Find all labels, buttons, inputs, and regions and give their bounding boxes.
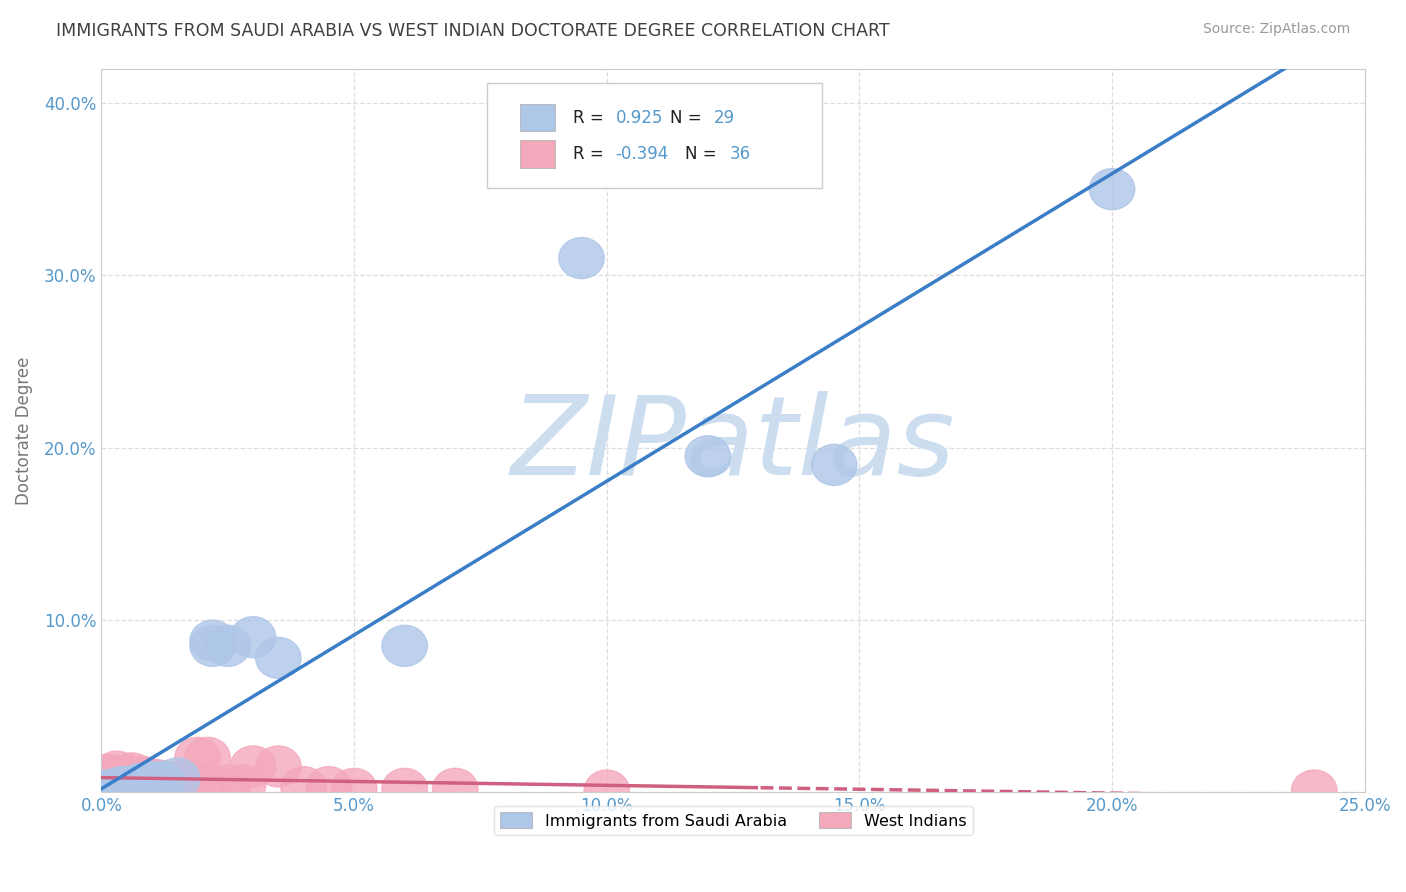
Ellipse shape — [124, 764, 170, 806]
Ellipse shape — [184, 738, 231, 779]
Ellipse shape — [1292, 770, 1337, 811]
Ellipse shape — [129, 762, 174, 803]
Text: -0.394: -0.394 — [616, 145, 669, 163]
Text: Source: ZipAtlas.com: Source: ZipAtlas.com — [1202, 22, 1350, 37]
Ellipse shape — [98, 766, 145, 807]
FancyBboxPatch shape — [520, 140, 555, 168]
Ellipse shape — [170, 764, 215, 805]
Ellipse shape — [135, 760, 180, 801]
Ellipse shape — [110, 760, 155, 801]
Legend: Immigrants from Saudi Arabia, West Indians: Immigrants from Saudi Arabia, West India… — [494, 805, 973, 835]
Ellipse shape — [160, 764, 205, 805]
Ellipse shape — [190, 620, 235, 661]
Ellipse shape — [190, 625, 235, 666]
Ellipse shape — [104, 755, 149, 796]
Ellipse shape — [149, 762, 195, 803]
Ellipse shape — [124, 758, 170, 799]
Ellipse shape — [139, 762, 184, 803]
Ellipse shape — [104, 768, 149, 809]
Text: IMMIGRANTS FROM SAUDI ARABIA VS WEST INDIAN DOCTORATE DEGREE CORRELATION CHART: IMMIGRANTS FROM SAUDI ARABIA VS WEST IND… — [56, 22, 890, 40]
Ellipse shape — [382, 625, 427, 666]
Ellipse shape — [98, 758, 145, 799]
Ellipse shape — [145, 762, 190, 803]
Ellipse shape — [89, 770, 135, 811]
Ellipse shape — [231, 616, 276, 657]
Ellipse shape — [256, 638, 301, 679]
Ellipse shape — [89, 770, 135, 811]
Ellipse shape — [174, 738, 221, 779]
Ellipse shape — [332, 768, 377, 809]
Ellipse shape — [114, 764, 160, 806]
Ellipse shape — [382, 768, 427, 809]
Text: 0.925: 0.925 — [616, 109, 664, 127]
Text: N =: N = — [685, 145, 723, 163]
Ellipse shape — [129, 764, 174, 805]
Ellipse shape — [139, 764, 184, 805]
Ellipse shape — [104, 766, 149, 807]
Ellipse shape — [89, 755, 135, 796]
FancyBboxPatch shape — [486, 83, 821, 188]
Ellipse shape — [94, 751, 139, 792]
Ellipse shape — [180, 764, 225, 806]
Ellipse shape — [94, 758, 139, 799]
Text: R =: R = — [572, 109, 609, 127]
Y-axis label: Doctorate Degree: Doctorate Degree — [15, 356, 32, 505]
Ellipse shape — [231, 746, 276, 787]
Ellipse shape — [120, 764, 165, 805]
Ellipse shape — [110, 766, 155, 807]
Ellipse shape — [120, 764, 165, 806]
Ellipse shape — [558, 237, 605, 278]
Ellipse shape — [281, 766, 326, 807]
Ellipse shape — [94, 768, 139, 809]
Ellipse shape — [110, 766, 155, 807]
Ellipse shape — [155, 764, 200, 805]
Ellipse shape — [94, 770, 139, 811]
Text: N =: N = — [669, 109, 707, 127]
Text: 29: 29 — [714, 109, 735, 127]
Ellipse shape — [104, 756, 149, 797]
Ellipse shape — [129, 762, 174, 803]
Ellipse shape — [307, 766, 352, 807]
Text: ZIPatlas: ZIPatlas — [510, 392, 955, 499]
Ellipse shape — [205, 764, 250, 806]
Ellipse shape — [256, 746, 301, 787]
Ellipse shape — [84, 755, 129, 796]
Text: R =: R = — [572, 145, 609, 163]
Ellipse shape — [433, 768, 478, 809]
Ellipse shape — [811, 444, 856, 485]
Ellipse shape — [114, 758, 160, 799]
Ellipse shape — [155, 758, 200, 799]
Ellipse shape — [120, 762, 165, 803]
Text: 36: 36 — [730, 145, 751, 163]
Ellipse shape — [124, 760, 170, 801]
Ellipse shape — [1090, 169, 1135, 210]
FancyBboxPatch shape — [520, 104, 555, 131]
Ellipse shape — [120, 756, 165, 797]
Ellipse shape — [583, 770, 630, 811]
Ellipse shape — [84, 770, 129, 811]
Ellipse shape — [221, 764, 266, 806]
Ellipse shape — [685, 435, 731, 477]
Ellipse shape — [98, 768, 145, 809]
Ellipse shape — [110, 753, 155, 794]
Ellipse shape — [205, 625, 250, 666]
